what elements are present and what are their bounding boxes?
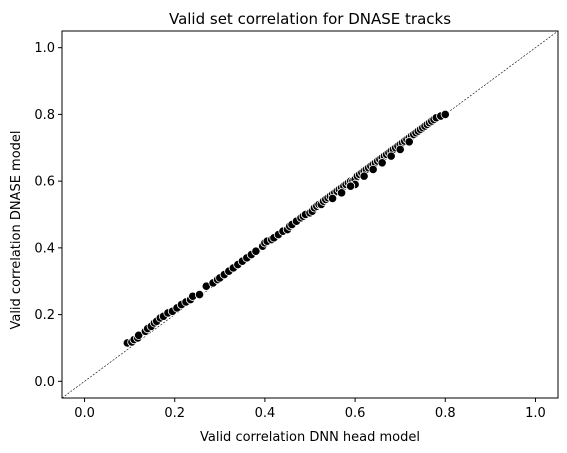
x-tick-label: 1.0 <box>525 406 546 421</box>
y-axis-label: Valid correlation DNASE model <box>9 130 24 329</box>
data-point <box>395 144 405 155</box>
x-axis-label: Valid correlation DNN head model <box>200 430 420 445</box>
data-point <box>194 289 205 300</box>
y-tick-label: 0.4 <box>34 241 55 256</box>
data-point <box>134 330 144 340</box>
data-point <box>404 137 414 147</box>
y-tick-label: 0.0 <box>34 375 55 390</box>
chart-title: Valid set correlation for DNASE tracks <box>169 10 451 28</box>
y-axis-ticks: 0.0 0.2 0.4 0.6 0.8 1.0 <box>34 41 62 390</box>
y-tick-label: 0.8 <box>34 108 55 123</box>
data-point <box>440 109 450 120</box>
x-axis-ticks: 0.0 0.2 0.4 0.6 0.8 1.0 <box>74 398 546 421</box>
data-point <box>327 193 338 204</box>
plot-frame <box>61 30 559 399</box>
y-tick-label: 1.0 <box>34 41 55 56</box>
x-tick-label: 0.2 <box>164 406 185 421</box>
data-point <box>345 181 356 191</box>
data-point <box>251 246 261 256</box>
data-point <box>368 164 378 175</box>
data-point <box>377 158 387 168</box>
data-point <box>359 171 369 181</box>
points-layer <box>122 109 450 348</box>
y-tick-label: 0.6 <box>34 175 55 190</box>
x-tick-label: 0.6 <box>345 406 366 421</box>
x-tick-label: 0.4 <box>255 406 276 421</box>
data-point <box>336 188 347 198</box>
data-point <box>386 151 396 161</box>
y-tick-label: 0.2 <box>34 308 55 323</box>
x-tick-label: 0.0 <box>74 406 95 421</box>
x-tick-label: 0.8 <box>435 406 456 421</box>
